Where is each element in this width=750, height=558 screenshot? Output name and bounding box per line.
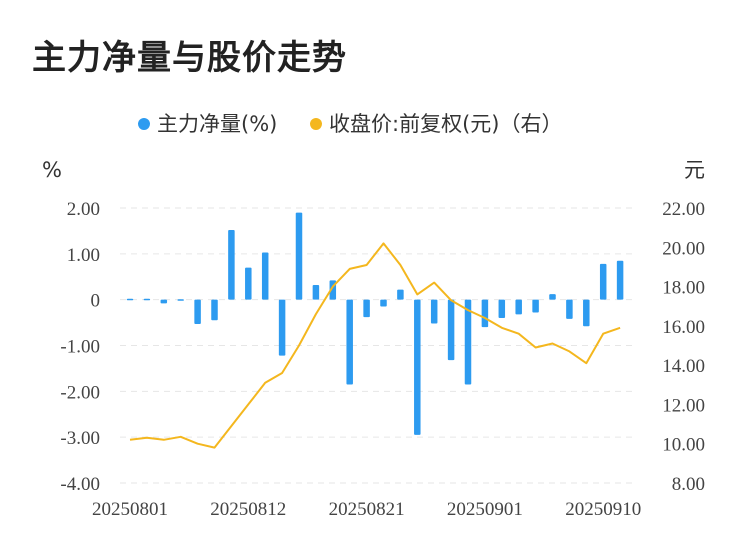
- bar: [211, 299, 218, 321]
- bar: [312, 285, 320, 300]
- x-tick-label: 20250812: [210, 499, 286, 520]
- bar: [430, 299, 438, 324]
- bar: [515, 299, 522, 315]
- bar: [498, 299, 506, 318]
- legend: 主力净量(%) 收盘价:前复权(元)（右）: [138, 112, 562, 136]
- x-axis-ticks: 20250801 20250812 20250821 20250901 20250910: [92, 499, 641, 520]
- gridlines: [120, 207, 635, 484]
- bar: [616, 260, 624, 300]
- right-axis-ticks: 22.00 20.00 18.00 16.00 14.00 12.00 10.00 8.00: [662, 199, 705, 495]
- left-tick-label: 1.00: [67, 245, 100, 266]
- bar: [549, 294, 556, 300]
- bar: [295, 212, 303, 300]
- right-tick-label: 14.00: [662, 356, 705, 377]
- bar: [160, 299, 168, 304]
- bar: [177, 299, 184, 301]
- legend-marker-bar: [138, 118, 150, 130]
- right-tick-label: 18.00: [662, 278, 705, 299]
- bar: [414, 299, 421, 435]
- left-tick-label: -3.00: [60, 428, 100, 449]
- bar: [397, 289, 404, 300]
- bar: [583, 299, 590, 327]
- bar: [194, 299, 201, 324]
- bar: [447, 299, 455, 361]
- bar: [228, 230, 235, 300]
- left-tick-label: 2.00: [67, 199, 100, 220]
- x-tick-label: 20250901: [447, 499, 523, 520]
- left-tick-label: -4.00: [60, 474, 100, 495]
- bar: [380, 299, 387, 307]
- bar: [261, 252, 269, 300]
- right-tick-label: 20.00: [662, 238, 705, 259]
- bar: [278, 299, 286, 356]
- legend-label-line: 收盘价:前复权(元)（右）: [329, 112, 562, 136]
- bar: [532, 299, 539, 313]
- legend-marker-line: [310, 118, 322, 130]
- x-tick-label: 20250821: [329, 499, 405, 520]
- bar: [126, 298, 134, 301]
- left-tick-label: -1.00: [60, 337, 100, 358]
- bar-series: [126, 212, 624, 435]
- bar: [363, 299, 370, 318]
- left-tick-label: -2.00: [60, 382, 100, 403]
- left-axis-ticks: 2.00 1.00 0 -1.00 -2.00 -3.00 -4.00: [60, 199, 100, 495]
- x-tick-label: 20250910: [565, 499, 641, 520]
- bar: [346, 299, 353, 385]
- bar: [481, 299, 489, 328]
- bar: [599, 263, 607, 300]
- right-tick-label: 16.00: [662, 317, 705, 338]
- bar: [566, 299, 573, 319]
- right-tick-label: 8.00: [672, 474, 705, 495]
- bar: [464, 299, 472, 385]
- right-axis-unit: 元: [684, 158, 705, 182]
- right-tick-label: 10.00: [662, 435, 705, 456]
- legend-label-bar: 主力净量(%): [157, 112, 277, 136]
- right-tick-label: 22.00: [662, 199, 705, 220]
- x-tick-label: 20250801: [92, 499, 168, 520]
- line-series: [129, 242, 621, 449]
- chart-title: 主力净量与股价走势: [32, 38, 347, 78]
- price-line: [129, 242, 621, 449]
- bar: [143, 298, 151, 301]
- left-axis-unit: %: [42, 158, 62, 182]
- left-tick-label: 0: [91, 291, 101, 312]
- right-tick-label: 12.00: [662, 395, 705, 416]
- bar: [245, 267, 252, 300]
